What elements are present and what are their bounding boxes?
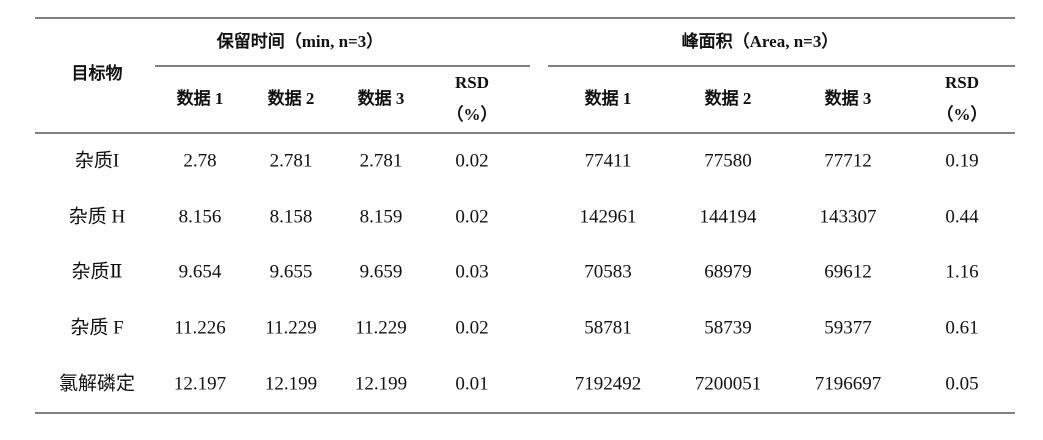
cell: 0.61 [945,317,978,338]
column-header: 数据 2 [705,88,752,108]
cell: 12.197 [174,373,226,394]
column-header: 数据 1 [177,88,224,108]
cell: 0.02 [455,150,488,171]
cell: 58781 [584,317,632,338]
cell: 8.156 [179,206,222,227]
group-title: 峰面积（Area, n=3） [682,31,839,51]
cell: 0.01 [455,373,488,394]
cell: 2.781 [360,150,403,171]
column-header: 数据 3 [358,88,405,108]
cell: 77712 [824,150,872,171]
cell: 11.229 [265,317,317,338]
cell: 2.781 [270,150,313,171]
cell: 11.226 [174,317,226,338]
cell: 8.159 [360,206,403,227]
cell: 69612 [824,261,872,282]
row-name: 杂质 F [70,316,123,338]
cell: 2.78 [183,150,216,171]
cell: 0.03 [455,261,488,282]
cell: 0.02 [455,206,488,227]
row-header: 目标物 [72,63,123,83]
cell: 144194 [700,206,758,227]
cell: 58739 [704,317,752,338]
row-name: 杂质I [75,149,119,171]
column-header: RSD [945,73,979,92]
cell: 7192492 [575,373,642,394]
cell: 68979 [704,261,752,282]
cell: 11.229 [355,317,407,338]
cell: 0.05 [945,373,978,394]
cell: 7196697 [815,373,882,394]
cell: 77411 [585,150,632,171]
cell: 0.44 [945,206,979,227]
cell: 59377 [824,317,872,338]
cell: 9.655 [270,261,313,282]
row-name: 杂质Ⅱ [72,260,123,282]
column-header: 数据 3 [825,88,872,108]
column-header: 数据 2 [268,88,315,108]
column-header: 数据 1 [585,88,632,108]
cell: 9.654 [179,261,222,282]
cell: 143307 [820,206,877,227]
cell: 9.659 [360,261,403,282]
cell: 7200051 [695,373,762,394]
cell: 0.02 [455,317,488,338]
cell: 142961 [580,206,637,227]
column-header: （%） [937,104,988,124]
column-header: RSD [455,73,489,92]
cell: 1.16 [945,261,978,282]
row-name: 杂质 H [69,205,126,227]
cell: 12.199 [265,373,317,394]
cell: 12.199 [355,373,407,394]
cell: 8.158 [270,206,313,227]
cell: 77580 [704,150,752,171]
group-title: 保留时间（min, n=3） [216,31,383,51]
column-header: （%） [447,104,498,124]
cell: 0.19 [945,150,978,171]
row-name: 氯解磷定 [59,372,135,394]
cell: 70583 [584,261,632,282]
